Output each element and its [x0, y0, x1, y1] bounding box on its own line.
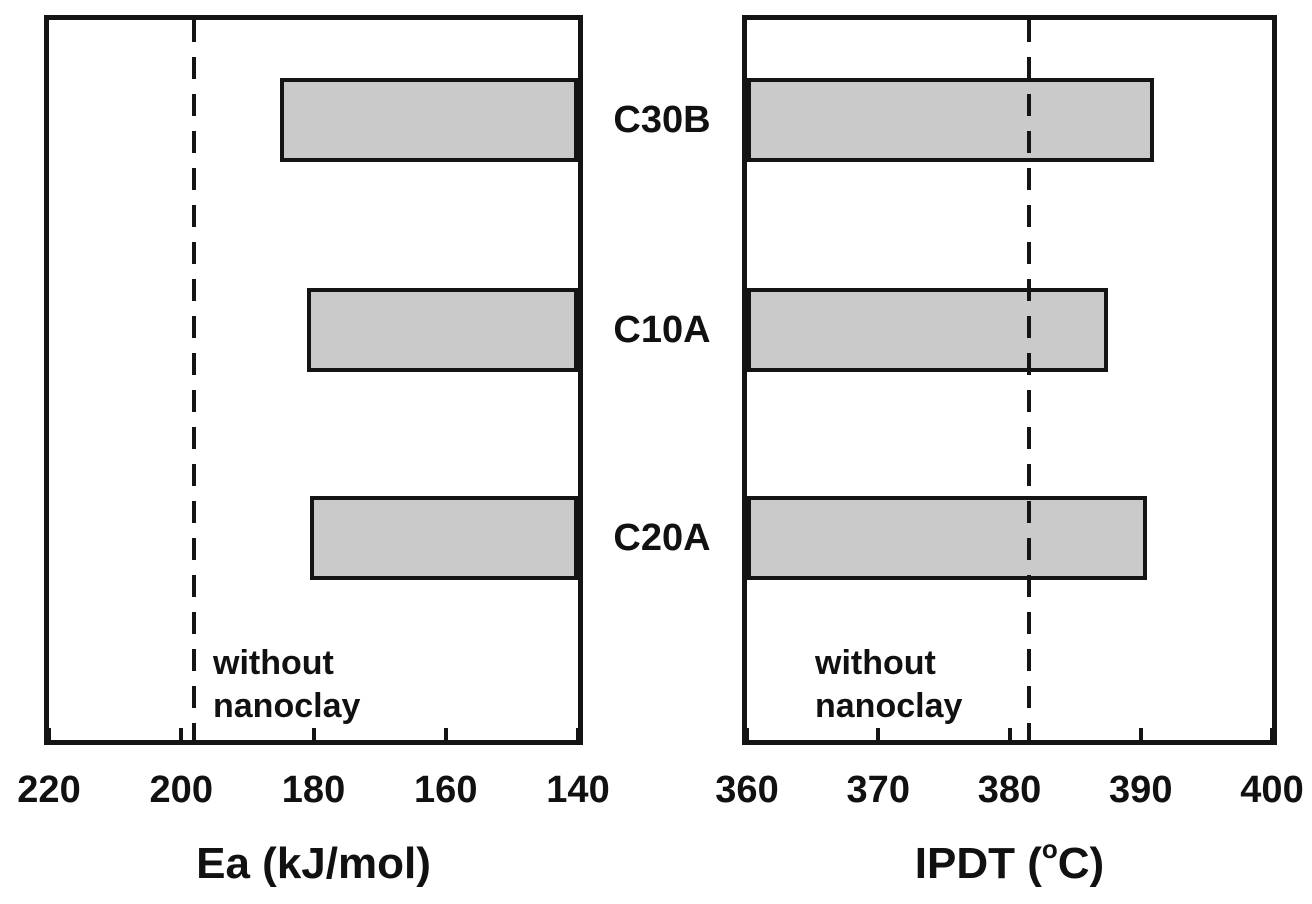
reference-annotation-right: without nanoclay — [815, 642, 962, 728]
x-tick-left — [311, 728, 316, 740]
x-tick-right — [745, 728, 749, 740]
category-label-c20a: C20A — [613, 517, 711, 559]
x-tick-right — [1138, 728, 1143, 740]
x-axis-title-left: Ea (kJ/mol) — [196, 839, 431, 888]
ipdt-chart-panel — [742, 15, 1277, 745]
x-tick-left — [179, 728, 184, 740]
x-tick-right — [876, 728, 881, 740]
x-tick-label-left: 220 — [17, 769, 81, 811]
annotation-line: without — [213, 644, 334, 682]
x-tick-label-right: 400 — [1240, 769, 1304, 811]
x-tick-label-left: 140 — [546, 769, 610, 811]
x-tick-right — [1007, 728, 1012, 740]
x-tick-left — [443, 728, 448, 740]
category-label-c30b: C30B — [613, 99, 711, 141]
annotation-line: without — [815, 644, 936, 682]
category-label-c10a: C10A — [613, 309, 711, 351]
annotation-line: nanoclay — [213, 687, 361, 725]
bar-c20a-right — [747, 496, 1148, 580]
x-tick-label-right: 360 — [715, 769, 779, 811]
x-tick-label-right: 370 — [846, 769, 910, 811]
reference-line-left — [192, 20, 197, 740]
x-tick-label-right: 380 — [977, 769, 1042, 811]
x-tick-label-left: 200 — [149, 769, 213, 811]
ea-chart-panel — [44, 15, 583, 745]
bar-c10a-left — [306, 288, 578, 372]
x-tick-label-left: 180 — [281, 769, 346, 811]
x-tick-right — [1270, 728, 1274, 740]
x-tick-left — [576, 728, 580, 740]
x-tick-label-right: 390 — [1109, 769, 1173, 811]
reference-line-right — [1027, 20, 1032, 740]
x-tick-left — [47, 728, 51, 740]
degree-superscript: o — [1041, 834, 1058, 865]
bar-c20a-left — [310, 496, 578, 580]
bar-c30b-right — [747, 78, 1154, 162]
reference-annotation-left: without nanoclay — [213, 642, 360, 728]
x-tick-label-left: 160 — [414, 769, 478, 811]
bar-c30b-left — [280, 78, 578, 162]
bar-c10a-right — [747, 288, 1108, 372]
annotation-line: nanoclay — [815, 687, 963, 725]
x-axis-title-right: IPDT (oC) — [914, 834, 1105, 888]
